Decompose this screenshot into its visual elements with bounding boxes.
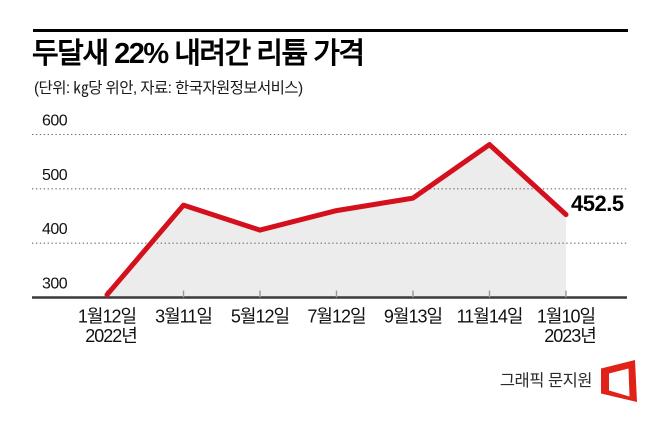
x-axis-label: 3월11일 [155, 307, 212, 327]
x-axis-label-layer: 1월12일 3월11일 5월12일 7월12일 9월13일 11월14일 1월10일 2022… [78, 307, 597, 347]
chart-title: 두달새 22% 내려간 리튬 가격 [32, 38, 365, 70]
gridline-layer [32, 133, 627, 244]
y-axis-label-layer: 600 500 400 300 [42, 113, 68, 293]
y-axis-label-600: 600 [42, 113, 68, 130]
x-axis-year-label: 2022년 [85, 326, 137, 346]
chart-unit-source-note: (단위: ㎏당 위안, 자료: 한국자원정보서비스) [34, 80, 303, 97]
last-value-data-label: 452.5 [571, 191, 624, 216]
y-axis-label-500: 500 [42, 167, 68, 184]
x-axis-label: 1월10일 [537, 307, 595, 327]
top-divider-rule [33, 29, 628, 32]
x-axis-label: 11월14일 [457, 307, 523, 327]
y-axis-label-400: 400 [42, 221, 68, 238]
x-axis-year-label: 2023년 [544, 326, 596, 346]
logo-inner-cutout [609, 368, 630, 397]
x-axis-label: 9월13일 [384, 307, 442, 327]
y-axis-label-300: 300 [42, 276, 68, 293]
credit-text: 그래픽 문지원 [499, 372, 593, 390]
x-axis-label: 5월12일 [231, 307, 289, 327]
x-axis-label: 1월12일 [78, 307, 136, 327]
price-line-series [104, 142, 569, 298]
area-fill-layer [107, 144, 566, 298]
x-axis-label: 7월12일 [307, 307, 365, 327]
price-area-fill [107, 144, 566, 298]
publisher-logo-icon [601, 360, 637, 402]
